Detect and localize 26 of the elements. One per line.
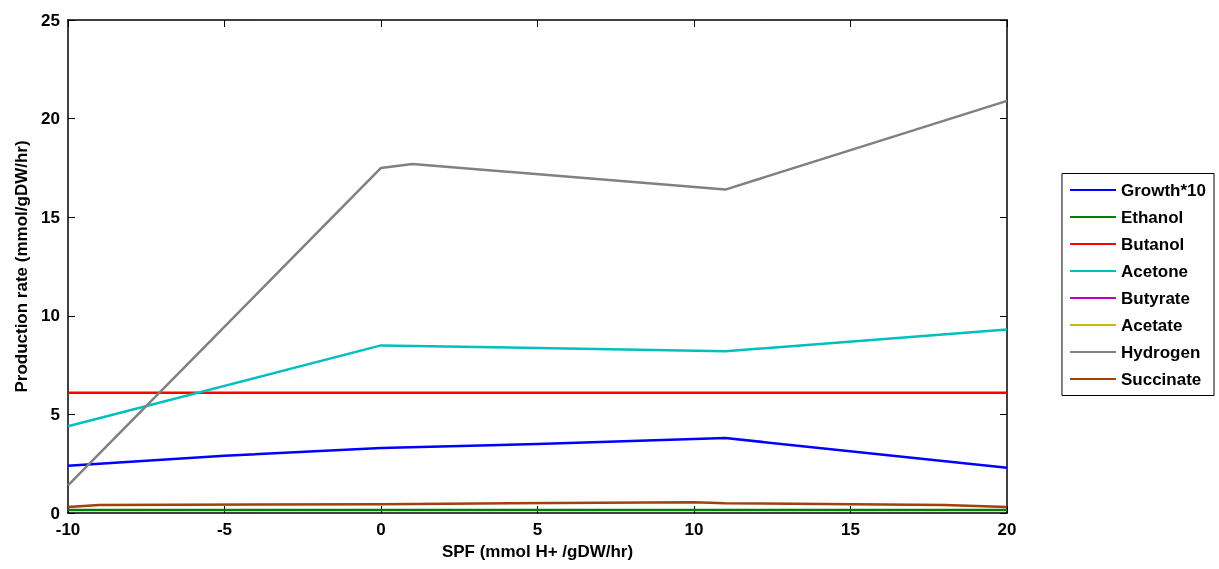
legend-label: Ethanol: [1120, 207, 1184, 227]
legend-label: Butyrate: [1120, 288, 1190, 308]
line-series: [66, 328, 1009, 428]
x-tick-label: 20: [997, 520, 1017, 539]
y-tick-label: 25: [41, 10, 60, 30]
y-tick-label: 15: [41, 207, 60, 227]
x-tick-label: 10: [684, 520, 704, 539]
y-tick-label: 0: [50, 503, 60, 523]
x-tick-label: -5: [216, 520, 233, 539]
legend-label: Acetone: [1120, 261, 1189, 281]
y-axis-title: Production rate (mmol/gDW/hr): [12, 140, 31, 393]
x-axis-title: SPF (mmol H+ /gDW/hr): [441, 541, 634, 561]
x-tick-label: 0: [376, 520, 386, 539]
y-tick-label: 10: [41, 306, 60, 326]
legend-label: Hydrogen: [1120, 342, 1201, 362]
x-tick-label: 5: [532, 520, 543, 539]
line-series: [66, 436, 1009, 469]
legend-label: Succinate: [1120, 369, 1202, 389]
x-tick-label: 15: [841, 520, 860, 539]
y-tick-label: 20: [41, 109, 60, 129]
legend-label: Butanol: [1120, 234, 1185, 254]
line-series: [66, 99, 1009, 487]
legend-label: Acetate: [1120, 315, 1183, 335]
legend-label: Growth*10: [1120, 180, 1207, 200]
y-tick-label: 5: [50, 404, 60, 424]
x-tick-label: -10: [55, 520, 81, 539]
